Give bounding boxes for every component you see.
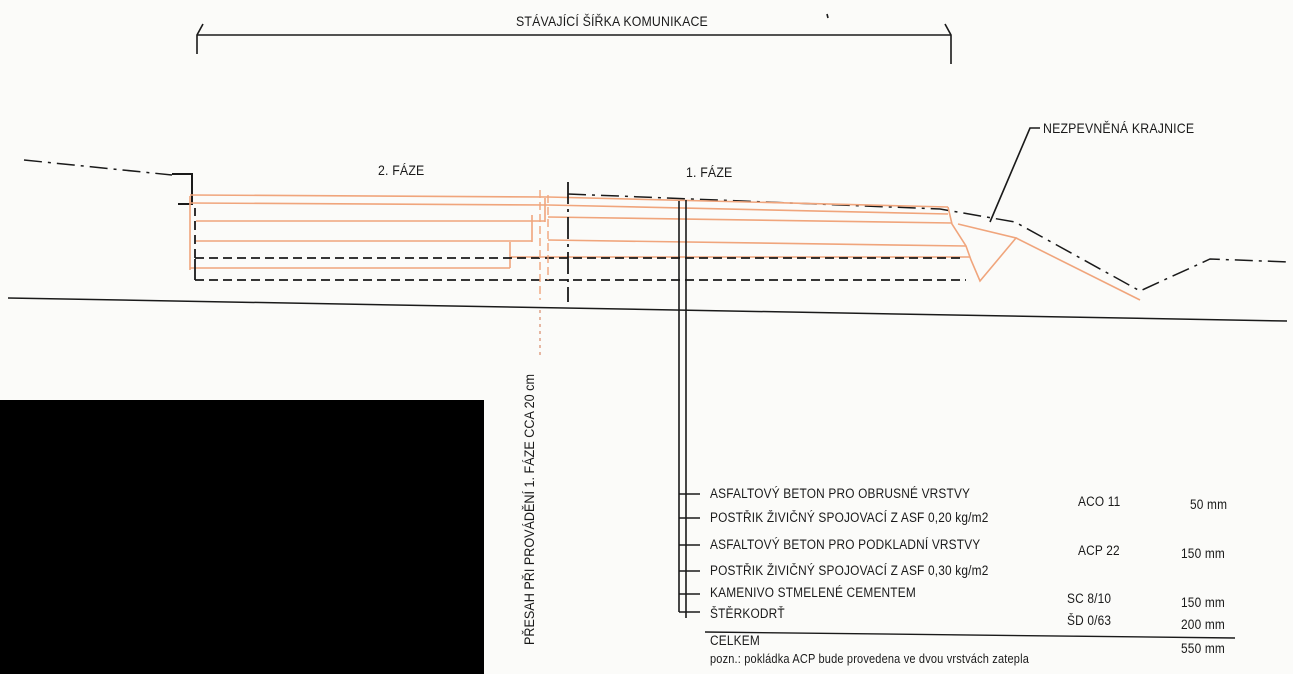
layer-6-thickness: 200 mm — [1181, 617, 1225, 632]
total-thickness: 550 mm — [1181, 641, 1225, 656]
layer-5-code: SC 8/10 — [1067, 591, 1112, 606]
layer-legend-leader — [678, 200, 700, 618]
width-dimension — [196, 13, 952, 64]
layer-3-code: ACP 22 — [1078, 543, 1120, 558]
layer-3-name: ASFALTOVÝ BETON PRO PODKLADNÍ VRSTVY — [710, 537, 981, 552]
layer-2-name: POSTŘIK ŽIVIČNÝ SPOJOVACÍ Z ASF 0,20 kg/… — [710, 510, 989, 525]
shoulder-label: NEZPEVNĚNÁ KRAJNICE — [1043, 120, 1195, 136]
overlap-marks — [539, 190, 549, 300]
ground-line — [7, 297, 1288, 322]
layer-1-code: ACO 11 — [1078, 494, 1121, 509]
overlap-label: PŘESAH PŘI PROVÁDĚNÍ 1. FÁZE CCA 20 cm — [521, 374, 537, 645]
layer-4-name: POSTŘIK ŽIVIČNÝ SPOJOVACÍ Z ASF 0,30 kg/… — [710, 563, 989, 578]
total-separator — [704, 631, 1236, 639]
layer-5-name: KAMENIVO STMELENÉ CEMENTEM — [710, 585, 916, 600]
layer-1-name: ASFALTOVÝ BETON PRO OBRUSNÉ VRSTVY — [710, 486, 971, 501]
redacted-area — [0, 400, 484, 674]
phase-2-label: 2. FÁZE — [378, 162, 425, 178]
pavement-layers — [189, 194, 1141, 301]
total-label: CELKEM — [710, 633, 760, 648]
layer-5-thickness: 150 mm — [1181, 595, 1225, 610]
terrain-line — [23, 159, 1291, 292]
note-text: pozn.: pokládka ACP bude provedena ve dv… — [710, 652, 1029, 666]
width-dimension-label: STÁVAJÍCÍ ŠÍŘKA KOMUNIKACE — [516, 13, 708, 29]
layer-6-code: ŠD 0/63 — [1067, 613, 1112, 628]
existing-outline — [194, 182, 966, 302]
layer-3-thickness: 150 mm — [1181, 546, 1225, 561]
curb — [172, 173, 193, 205]
phase-1-label: 1. FÁZE — [686, 164, 733, 180]
shoulder-leader — [989, 127, 1040, 223]
layer-1-thickness: 50 mm — [1190, 497, 1228, 512]
layer-6-name: ŠTĚRKODRŤ — [710, 606, 785, 621]
